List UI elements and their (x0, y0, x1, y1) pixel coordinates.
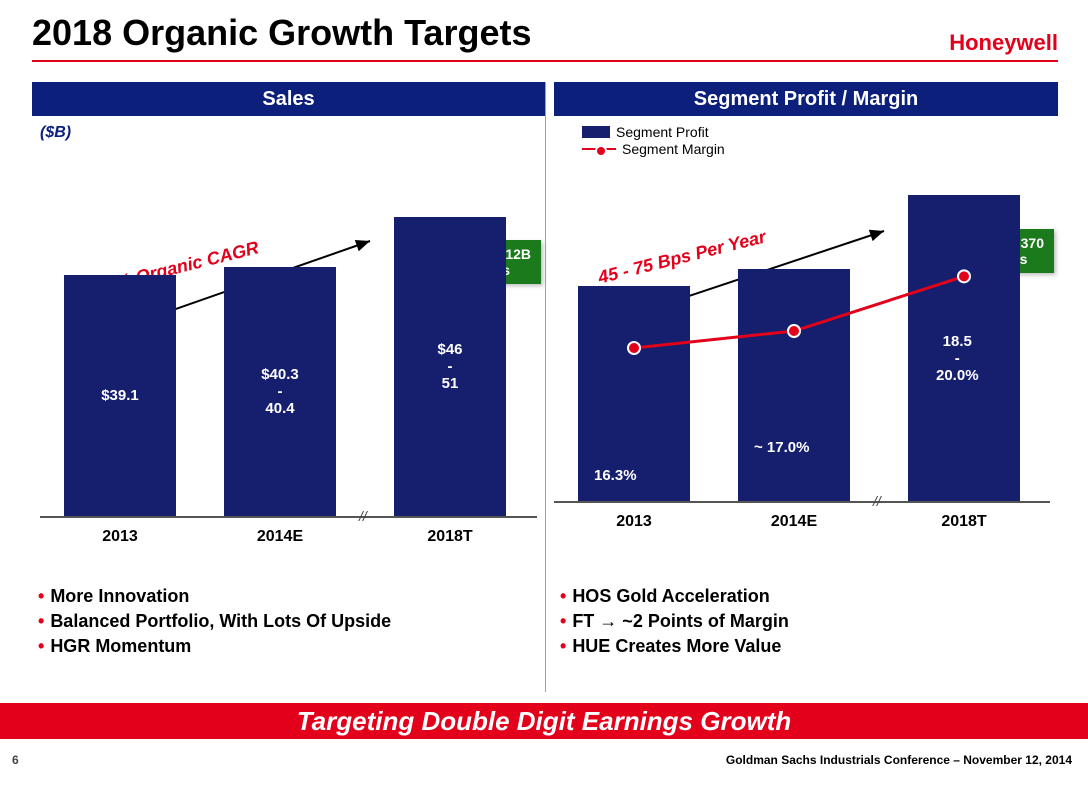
bullet-dot: • (560, 636, 566, 656)
margin-value-label: 18.5 - 20.0% (936, 333, 979, 384)
bullet-dot: • (560, 586, 566, 606)
margin-bullets: •HOS Gold Acceleration •FT → ~2 Points of… (560, 582, 1052, 692)
legend-profit: Segment Profit (582, 124, 1058, 140)
bullet-dot: • (38, 611, 44, 631)
bullet-item: •Balanced Portfolio, With Lots Of Upside (38, 611, 539, 632)
x-axis-label: 2018T (394, 528, 506, 546)
bullet-item: •HUE Creates More Value (560, 636, 1052, 657)
margin-x-axis (554, 501, 1050, 503)
bottom-banner: Targeting Double Digit Earnings Growth (0, 703, 1088, 739)
slide-title: 2018 Organic Growth Targets (32, 12, 531, 54)
panel-margin: Segment Profit / Margin Segment Profit S… (545, 82, 1058, 692)
margin-x-labels: 2013 2014E 2018T (554, 505, 1050, 531)
sales-x-labels: 2013 2014E 2018T (40, 520, 537, 546)
panel-sales-header: Sales (32, 82, 545, 116)
bullet-item: •FT → ~2 Points of Margin (560, 611, 1052, 632)
bullet-item: •More Innovation (38, 586, 539, 607)
margin-chart: 45 - 75 Bps Per Year +220-370 Bps // 201… (554, 161, 1050, 531)
x-axis-label: 2018T (908, 513, 1020, 531)
legend-margin: Segment Margin (582, 141, 1058, 157)
margin-legend: Segment Profit Segment Margin (582, 124, 1058, 157)
bullet-item: •HOS Gold Acceleration (560, 586, 1052, 607)
x-axis-label: 2014E (738, 513, 850, 531)
bullet-dot: • (560, 611, 566, 631)
sales-unit-label: ($B) (40, 124, 545, 142)
x-axis-label: 2013 (578, 513, 690, 531)
bullet-item: •HGR Momentum (38, 636, 539, 657)
bar: $46 - 51 (394, 217, 506, 516)
footer-source: Goldman Sachs Industrials Conference – N… (726, 753, 1072, 767)
legend-margin-label: Segment Margin (622, 141, 725, 157)
sales-chart: 4-6% Organic CAGR Adding $7-12B Of Sales… (40, 146, 537, 546)
panel-margin-header: Segment Profit / Margin (554, 82, 1058, 116)
page-number: 6 (12, 753, 19, 767)
margin-value-label: ~ 17.0% (754, 439, 809, 456)
legend-profit-swatch (582, 126, 610, 138)
legend-margin-swatch (582, 143, 616, 155)
legend-profit-label: Segment Profit (616, 124, 709, 140)
panel-sales: Sales ($B) 4-6% Organic CAGR Adding $7-1… (32, 82, 545, 692)
panels-container: Sales ($B) 4-6% Organic CAGR Adding $7-1… (32, 82, 1058, 692)
sales-bullets: •More Innovation •Balanced Portfolio, Wit… (38, 582, 539, 692)
bullet-dot: • (38, 636, 44, 656)
title-underline (32, 60, 1058, 62)
bar: $40.3 - 40.4 (224, 267, 336, 516)
bullet-dot: • (38, 586, 44, 606)
margin-value-label: 16.3% (594, 467, 637, 484)
x-axis-label: 2013 (64, 528, 176, 546)
x-axis-label: 2014E (224, 528, 336, 546)
bar: $39.1 (64, 275, 176, 516)
brand-logo-text: Honeywell (949, 30, 1058, 56)
sales-x-axis (40, 516, 537, 518)
sales-bars: $39.1 $40.3 - 40.4 $46 - 51 (40, 146, 537, 516)
